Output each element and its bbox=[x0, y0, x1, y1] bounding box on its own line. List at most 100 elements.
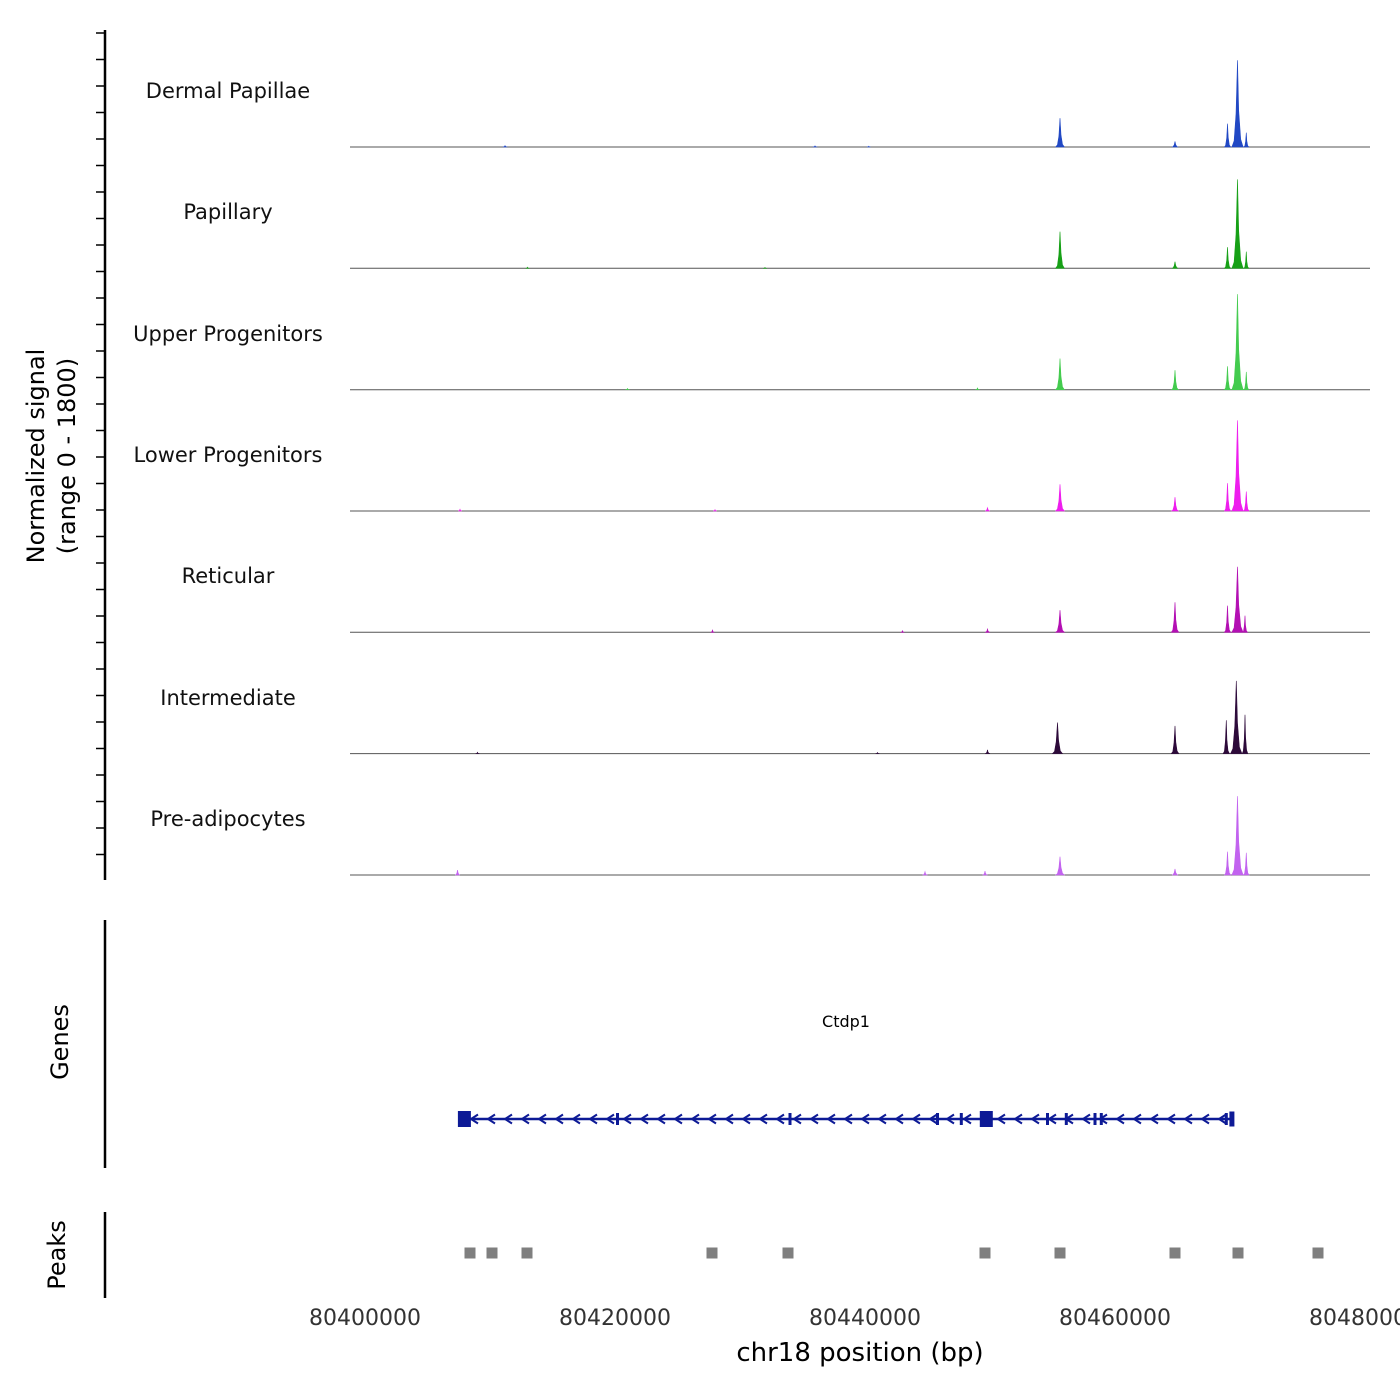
gene-strand-arrow-left bbox=[877, 1113, 887, 1125]
gene-exon-small bbox=[1224, 1113, 1228, 1125]
x-tick-label: 80400000 bbox=[309, 1306, 421, 1331]
gene-strand-arrow-left bbox=[962, 1113, 972, 1125]
gene-strand-arrow-left bbox=[656, 1113, 666, 1125]
gene-strand-arrow-left bbox=[554, 1113, 564, 1125]
gene-strand-arrow-left bbox=[1013, 1113, 1023, 1125]
gene-strand-arrow-left bbox=[843, 1113, 853, 1125]
gene-strand-arrow-left bbox=[911, 1113, 921, 1125]
peak-marker bbox=[464, 1247, 476, 1259]
gene-exon-large bbox=[457, 1111, 471, 1127]
peak-marker bbox=[782, 1247, 794, 1259]
gene-strand-arrow-left bbox=[1166, 1113, 1176, 1125]
gene-strand-arrow-left bbox=[503, 1113, 513, 1125]
y-axis-label-line2: (range 0 - 1800) bbox=[53, 357, 81, 555]
gene-exon-small bbox=[936, 1113, 939, 1125]
gene-exon-large bbox=[979, 1111, 993, 1127]
track-label: Lower Progenitors bbox=[133, 443, 323, 467]
peak-marker bbox=[706, 1247, 718, 1259]
x-axis-label: chr18 position (bp) bbox=[736, 1338, 984, 1368]
x-tick-label: 80440000 bbox=[809, 1306, 921, 1331]
x-tick-label: 80460000 bbox=[1059, 1306, 1171, 1331]
track-label: Papillary bbox=[183, 200, 273, 224]
genes-section-label: Genes bbox=[46, 1004, 74, 1080]
gene-strand-arrow-left bbox=[996, 1113, 1006, 1125]
signal-axis-bracket bbox=[96, 30, 107, 880]
signal-track-papillary bbox=[350, 179, 1370, 269]
gene-strand-arrow-left bbox=[1132, 1113, 1142, 1125]
signal-area bbox=[625, 294, 1250, 390]
gene-exon-small bbox=[959, 1113, 963, 1125]
signal-track-lower-progenitors bbox=[350, 420, 1370, 512]
signal-track-dermal-papillae bbox=[350, 60, 1370, 148]
gene-strand-arrow-left bbox=[860, 1113, 870, 1125]
gene-strand-arrow-left bbox=[588, 1113, 598, 1125]
gene-strand-arrow-left bbox=[894, 1113, 904, 1125]
peak-marker bbox=[1169, 1247, 1181, 1259]
signal-area bbox=[475, 680, 1249, 754]
peak-marker bbox=[521, 1247, 533, 1259]
signal-track-pre-adipocytes bbox=[350, 796, 1370, 876]
y-axis-label: Normalized signal (range 0 - 1800) bbox=[21, 349, 83, 564]
x-tick-label: 80420000 bbox=[559, 1306, 671, 1331]
gene-strand-arrow-left bbox=[690, 1113, 700, 1125]
gene-strand-arrow-left bbox=[571, 1113, 581, 1125]
signal-area bbox=[454, 796, 1250, 876]
gene-model bbox=[457, 1111, 1235, 1127]
gene-strand-arrow-left bbox=[486, 1113, 496, 1125]
gene-exon-small bbox=[1064, 1113, 1068, 1125]
gene-strand-arrow-left bbox=[928, 1113, 938, 1125]
track-label: Upper Progenitors bbox=[133, 322, 323, 346]
y-axis-label-line1: Normalized signal bbox=[21, 348, 50, 564]
gene-strand-arrow-left bbox=[792, 1113, 802, 1125]
gene-strand-arrow-left bbox=[639, 1113, 649, 1125]
gene-strand-arrow-left bbox=[1081, 1113, 1091, 1125]
gene-strand-arrow-left bbox=[741, 1113, 751, 1125]
gene-strand-arrow-left bbox=[673, 1113, 683, 1125]
gene-exon-small bbox=[788, 1113, 792, 1125]
x-tick-label: 80480000 bbox=[1309, 1306, 1400, 1331]
gene-strand-arrow-left bbox=[758, 1113, 768, 1125]
gene-strand-arrow-left bbox=[775, 1113, 785, 1125]
peaks-section-label: Peaks bbox=[43, 1220, 71, 1290]
signal-area bbox=[458, 420, 1250, 512]
track-label: Reticular bbox=[181, 564, 275, 588]
signal-track-upper-progenitors bbox=[350, 294, 1370, 391]
gene-strand-arrow-left bbox=[1030, 1113, 1040, 1125]
gene-strand-arrow-left bbox=[1183, 1113, 1193, 1125]
gene-exon-small bbox=[616, 1113, 619, 1125]
gene-strand-arrow-left bbox=[1115, 1113, 1125, 1125]
gene-exon-end bbox=[1229, 1111, 1235, 1127]
gene-strand-arrow-left bbox=[1217, 1113, 1227, 1125]
gene-strand-arrow-left bbox=[622, 1113, 632, 1125]
gene-strand-arrow-left bbox=[520, 1113, 530, 1125]
gene-strand-arrow-left bbox=[537, 1113, 547, 1125]
gene-strand-arrow-left bbox=[1149, 1113, 1159, 1125]
gene-strand-arrow-left bbox=[826, 1113, 836, 1125]
gene-name-label: Ctdp1 bbox=[822, 1012, 870, 1031]
peak-marker bbox=[486, 1247, 498, 1259]
gene-exon-small bbox=[1046, 1113, 1049, 1125]
peaks-track bbox=[464, 1247, 1324, 1259]
gene-strand-arrow-left bbox=[809, 1113, 819, 1125]
track-label: Dermal Papillae bbox=[145, 79, 311, 103]
peak-marker bbox=[979, 1247, 991, 1259]
gene-exon-small bbox=[1099, 1113, 1103, 1125]
signal-area bbox=[502, 60, 1250, 148]
signal-area bbox=[525, 179, 1250, 269]
gene-strand-arrow-left bbox=[1200, 1113, 1210, 1125]
peak-marker bbox=[1312, 1247, 1324, 1259]
peak-marker bbox=[1054, 1247, 1066, 1259]
gene-strand-arrow-left bbox=[707, 1113, 717, 1125]
gene-strand-arrow-left bbox=[605, 1113, 615, 1125]
gene-strand-arrow-left bbox=[945, 1113, 955, 1125]
track-label: Intermediate bbox=[160, 686, 296, 710]
gene-exon-small bbox=[1093, 1113, 1097, 1125]
peak-marker bbox=[1232, 1247, 1244, 1259]
gene-strand-arrow-left bbox=[469, 1113, 479, 1125]
track-label: Pre-adipocytes bbox=[150, 807, 306, 831]
signal-track-reticular bbox=[350, 566, 1370, 633]
signal-track-intermediate bbox=[350, 680, 1370, 755]
signal-area bbox=[710, 566, 1249, 633]
